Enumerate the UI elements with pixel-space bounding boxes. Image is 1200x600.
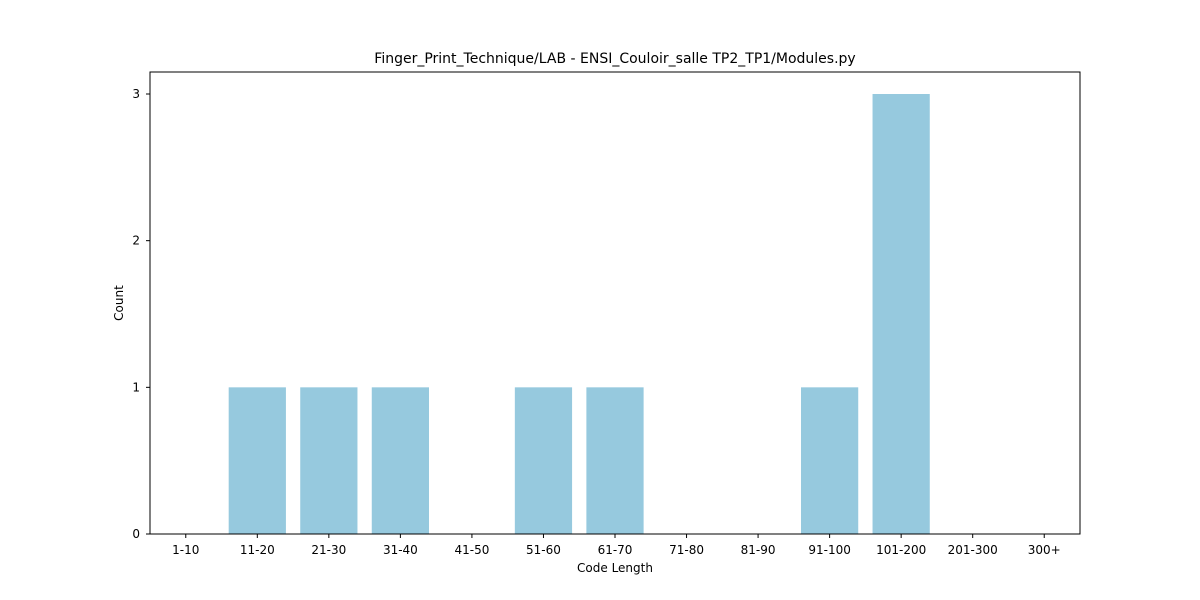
- x-axis-ticks: 1-10 11-20 21-30 31-40 41-50 51-60 61-70 71-80 8…: [172, 534, 1061, 557]
- x-tick-label: 11-20: [240, 543, 275, 557]
- bar-101-200: [872, 94, 930, 534]
- bar-21-30: [300, 387, 358, 534]
- bar-61-70: [586, 387, 644, 534]
- x-tick-label: 101-200: [876, 543, 926, 557]
- bar-51-60: [514, 387, 573, 534]
- x-tick-label: 81-90: [741, 543, 776, 557]
- x-axis-label: Code Length: [577, 561, 653, 575]
- bar-11-20: [228, 387, 286, 534]
- y-tick-label: 2: [132, 234, 140, 248]
- chart-title: Finger_Print_Technique/LAB - ENSI_Couloi…: [374, 51, 855, 67]
- x-tick-label: 61-70: [598, 543, 633, 557]
- y-tick-label: 1: [132, 380, 140, 394]
- plot-frame: [149, 71, 1081, 535]
- x-tick-label: 1-10: [172, 543, 199, 557]
- x-tick-label: 91-100: [808, 543, 851, 557]
- x-tick-label: 300+: [1028, 543, 1061, 557]
- x-tick-label: 51-60: [526, 543, 561, 557]
- x-tick-label: 31-40: [383, 543, 418, 557]
- x-tick-label: 41-50: [454, 543, 489, 557]
- bar-31-40: [371, 387, 429, 534]
- y-axis-label: Count: [112, 285, 126, 321]
- y-axis-ticks: 0 1 2 3: [132, 87, 150, 541]
- y-tick-label: 3: [132, 87, 140, 101]
- x-tick-label: 201-300: [948, 543, 998, 557]
- bars-group: [228, 94, 930, 534]
- y-tick-label: 0: [132, 527, 140, 541]
- bar-91-100: [801, 387, 859, 534]
- x-tick-label: 71-80: [669, 543, 704, 557]
- x-tick-label: 21-30: [311, 543, 346, 557]
